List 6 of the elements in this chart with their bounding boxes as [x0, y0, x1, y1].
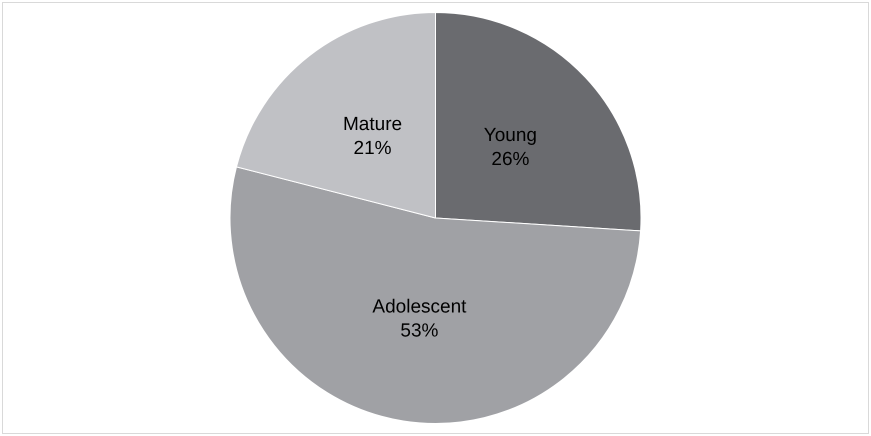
data-label: 53%	[400, 320, 439, 342]
slice-label: Mature	[342, 114, 402, 136]
slice-label: Young	[484, 124, 538, 146]
data-label: 21%	[354, 138, 392, 160]
data-label: 26%	[491, 148, 530, 170]
slice-label: Adolescent	[372, 296, 468, 318]
